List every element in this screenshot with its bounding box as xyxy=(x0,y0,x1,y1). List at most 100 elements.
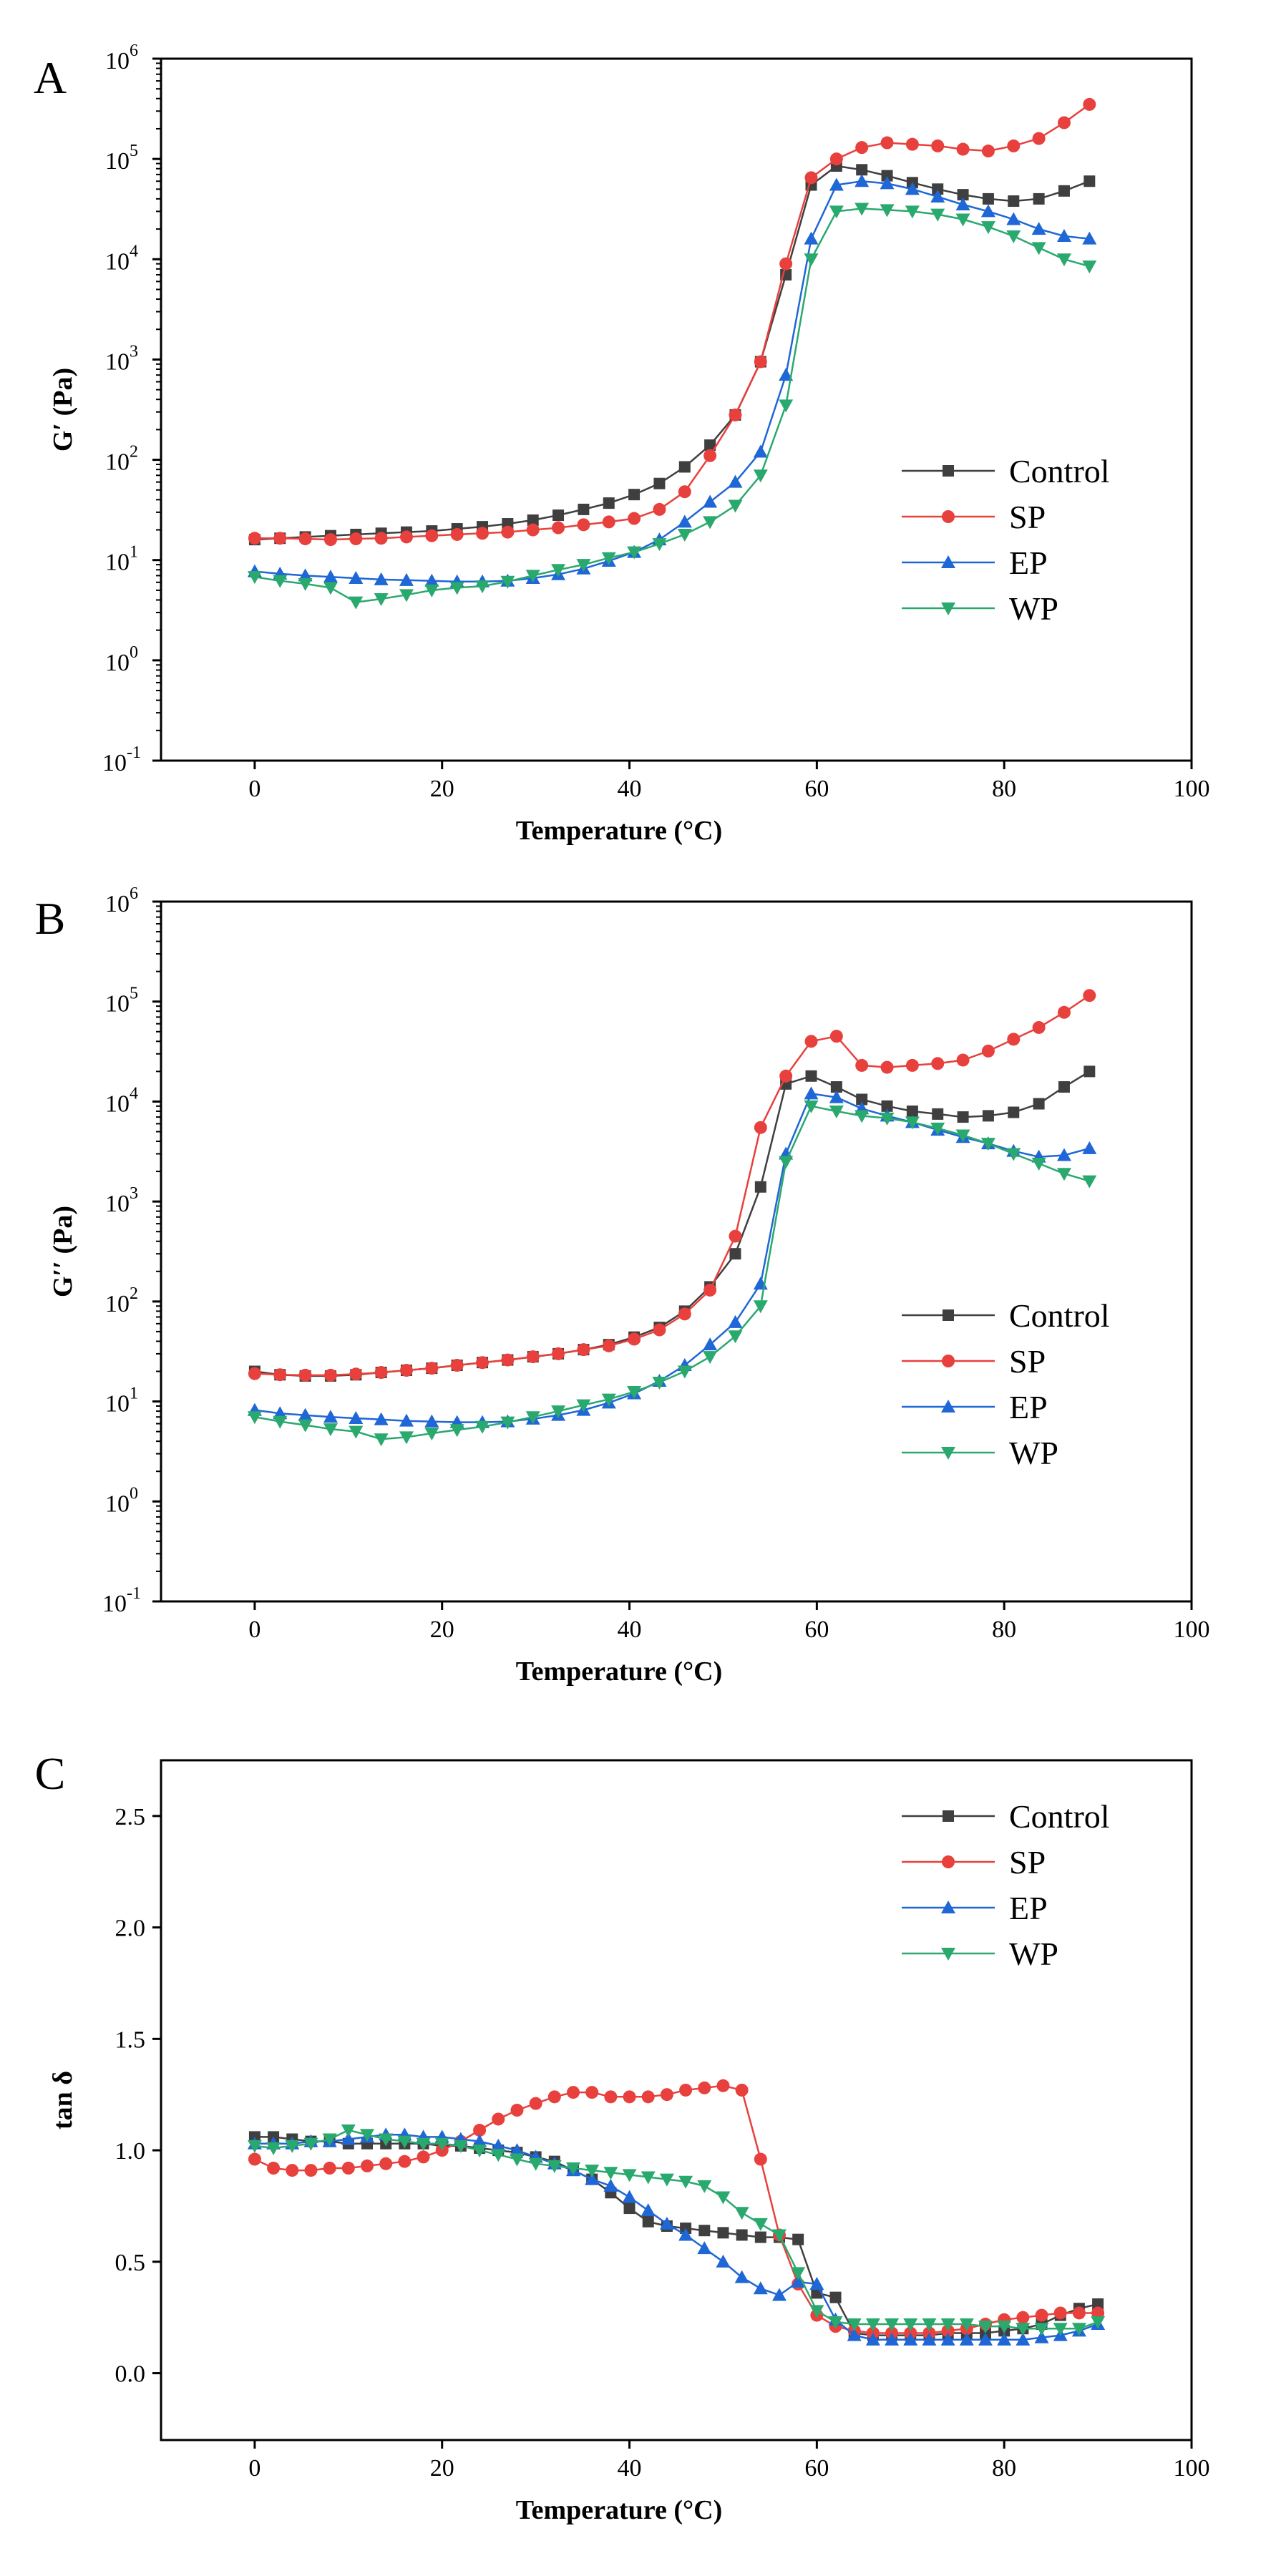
data-point xyxy=(323,582,338,595)
x-tick-label: 0 xyxy=(248,776,260,802)
y-tick-label: 101 xyxy=(105,543,138,576)
data-point xyxy=(417,2150,430,2164)
data-point xyxy=(678,2228,693,2241)
plot-frame xyxy=(160,1759,1193,2441)
y-tick-base: 10 xyxy=(105,1491,130,1517)
data-point xyxy=(641,2203,656,2217)
data-point xyxy=(641,2090,655,2104)
data-point xyxy=(1057,1005,1071,1019)
data-point xyxy=(728,1314,743,1328)
data-point xyxy=(703,516,718,530)
plot-frame xyxy=(160,900,1193,1603)
data-point xyxy=(880,1112,895,1126)
data-point xyxy=(298,532,312,545)
x-tick-label: 0 xyxy=(248,2455,260,2482)
data-point xyxy=(399,589,414,602)
data-point xyxy=(349,571,364,585)
data-point xyxy=(475,580,490,594)
data-point xyxy=(716,2079,730,2092)
data-point xyxy=(905,182,920,195)
data-point xyxy=(1016,2323,1031,2336)
data-point xyxy=(753,1300,768,1314)
data-point xyxy=(501,525,515,539)
y-tick-base: 10 xyxy=(105,550,130,576)
data-point xyxy=(603,497,615,509)
data-point xyxy=(809,2305,824,2318)
data-point xyxy=(298,1368,312,1382)
y-tick-base: 10 xyxy=(105,1191,130,1217)
y-tick-label: 103 xyxy=(105,1184,138,1217)
data-point xyxy=(510,2153,525,2167)
data-point xyxy=(500,1416,515,1430)
data-point xyxy=(959,2318,974,2332)
data-point xyxy=(957,189,969,201)
x-tick-label: 60 xyxy=(804,2455,829,2482)
legend-marker xyxy=(941,1447,955,1460)
series-control xyxy=(248,2131,1104,2341)
series-control xyxy=(248,160,1096,546)
series-line xyxy=(254,103,1091,541)
data-point xyxy=(856,1093,868,1106)
data-point xyxy=(753,2218,768,2231)
data-point xyxy=(698,2081,711,2094)
data-point xyxy=(476,527,490,540)
data-point xyxy=(735,2083,749,2097)
data-point xyxy=(501,1353,515,1367)
x-tick-label: 80 xyxy=(992,776,1016,802)
data-point xyxy=(829,1105,844,1118)
y-tick-base: 10 xyxy=(105,449,130,476)
y-tick-label: 100 xyxy=(105,1484,138,1517)
data-point xyxy=(957,1111,969,1123)
data-point xyxy=(881,1100,893,1112)
data-point xyxy=(1058,1081,1070,1093)
y-tick-exponent: -1 xyxy=(127,743,141,762)
y-tick-base: 10 xyxy=(105,248,130,275)
panel-c: C 0 20 40 60 80 100 0.0 0.5 1.0 1.5 2.0 2.5 Temperatu… xyxy=(35,1748,1210,2525)
panel-a: A0 20 40 60 80 10010-1100101102103104105106Te… xyxy=(34,42,1210,846)
data-point xyxy=(361,2159,374,2172)
y-tick-label: 102 xyxy=(105,443,138,476)
data-point xyxy=(273,1368,287,1382)
data-point xyxy=(905,205,920,219)
data-point xyxy=(728,474,743,488)
y-tick-label: 2.5 xyxy=(115,1804,146,1830)
data-point xyxy=(585,2165,600,2178)
data-point xyxy=(703,494,718,508)
y-tick-base: 10 xyxy=(102,750,127,776)
data-point xyxy=(828,2316,843,2329)
data-point xyxy=(527,514,539,526)
data-point xyxy=(551,564,566,577)
data-point xyxy=(678,1307,691,1321)
data-point xyxy=(659,2216,674,2230)
data-point xyxy=(585,2172,600,2185)
data-point xyxy=(1072,2306,1086,2320)
data-point xyxy=(341,2162,355,2175)
data-point xyxy=(1053,2323,1068,2336)
y-tick-label: 1.0 xyxy=(115,2138,146,2165)
data-point xyxy=(716,2191,731,2205)
data-point xyxy=(717,2227,729,2239)
series-line xyxy=(254,995,1090,1377)
data-point xyxy=(453,2140,468,2153)
panel-label: A xyxy=(34,52,67,103)
data-point xyxy=(601,552,616,565)
data-point xyxy=(855,1058,869,1072)
series-wp xyxy=(247,203,1097,610)
data-point xyxy=(1058,185,1070,197)
data-point xyxy=(930,208,945,222)
data-point xyxy=(349,1367,363,1381)
y-tick-exponent: 5 xyxy=(130,985,138,1003)
data-point xyxy=(982,192,994,205)
data-point xyxy=(247,1411,262,1425)
data-point xyxy=(779,368,794,381)
y-tick-label: 105 xyxy=(105,985,138,1018)
y-tick-base: 10 xyxy=(102,1591,127,1617)
legend-label: SP xyxy=(1009,499,1046,535)
data-point xyxy=(1031,1158,1046,1171)
data-point xyxy=(754,355,767,369)
data-point xyxy=(379,2133,394,2147)
data-point xyxy=(854,203,870,216)
legend-label: WP xyxy=(1009,1936,1058,1972)
data-point xyxy=(830,1081,842,1093)
x-tick-label: 100 xyxy=(1174,776,1210,802)
